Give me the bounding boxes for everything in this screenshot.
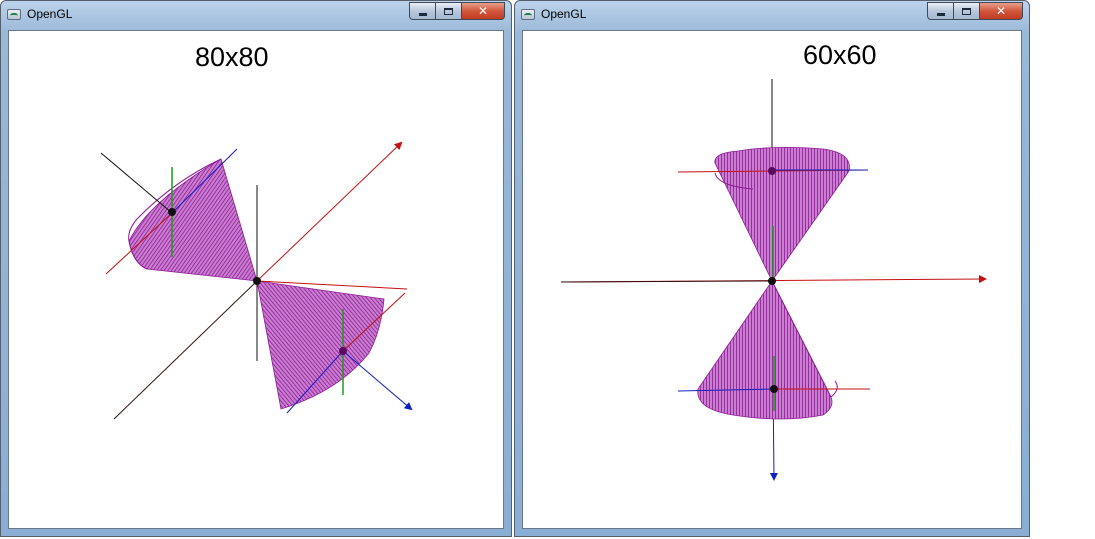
upper-cone-center <box>168 208 176 216</box>
origin-point <box>253 277 261 285</box>
upper-cone-center <box>768 167 776 175</box>
minimize-icon <box>418 12 427 16</box>
scene-render <box>100 141 413 420</box>
lower-cone <box>256 280 385 410</box>
minimize-button[interactable] <box>927 2 953 20</box>
x-axis <box>256 141 403 282</box>
opengl-app-icon <box>521 9 535 20</box>
close-icon: ✕ <box>995 4 1007 18</box>
maximize-button[interactable] <box>953 2 979 20</box>
resolution-label: 80x80 <box>195 42 269 72</box>
upper-cone <box>714 147 850 282</box>
window-title: OpenGL <box>27 7 73 21</box>
upper-cone <box>128 158 258 282</box>
x-axis-negative <box>113 280 258 420</box>
opengl-viewport[interactable]: 60x60 <box>522 30 1022 529</box>
scene-render <box>560 79 987 481</box>
minimize-button[interactable] <box>409 2 435 20</box>
lower-cone-center <box>770 385 778 393</box>
window-controls: ✕ <box>409 2 505 21</box>
opengl-app-icon <box>7 9 21 20</box>
maximize-button[interactable] <box>435 2 461 20</box>
close-button[interactable]: ✕ <box>979 2 1023 20</box>
x-axis-negative <box>560 280 773 283</box>
resolution-label: 60x60 <box>803 40 877 70</box>
maximize-icon <box>962 7 971 15</box>
minimize-icon <box>936 12 945 16</box>
lower-cone <box>697 280 833 420</box>
maximize-icon <box>444 7 453 15</box>
title-bar[interactable]: OpenGL ✕ <box>1 1 511 29</box>
origin-point <box>768 277 776 285</box>
opengl-viewport[interactable]: 80x80 <box>8 30 504 529</box>
close-icon: ✕ <box>477 4 489 18</box>
close-button[interactable]: ✕ <box>461 2 505 20</box>
opengl-window-left: OpenGL ✕ 80x80 <box>0 0 512 537</box>
window-title: OpenGL <box>541 7 587 21</box>
lower-cone-center <box>339 347 347 355</box>
opengl-window-right: OpenGL ✕ 60x60 <box>514 0 1030 537</box>
window-controls: ✕ <box>927 2 1023 21</box>
title-bar[interactable]: OpenGL ✕ <box>515 1 1029 29</box>
